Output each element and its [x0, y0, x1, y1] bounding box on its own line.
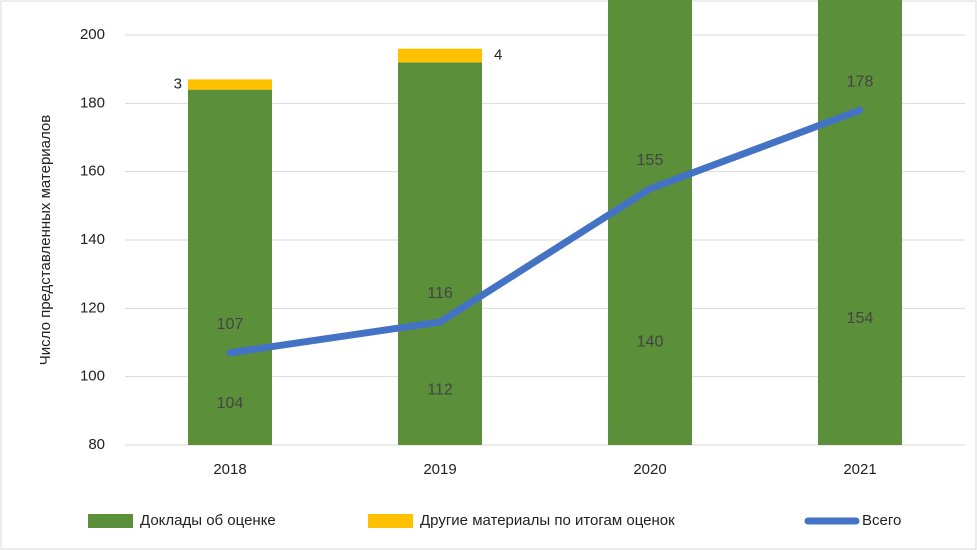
- y-tick-label: 100: [80, 368, 105, 385]
- legend-label: Другие материалы по итогам оценок: [420, 512, 675, 529]
- bar-segment: [608, 0, 692, 446]
- bar-segment: [398, 48, 482, 63]
- bar-segment: [398, 62, 482, 445]
- data-label: 155: [637, 152, 664, 169]
- x-tick-label: 2018: [213, 461, 246, 478]
- y-tick-label: 120: [80, 299, 105, 316]
- x-tick-label: 2019: [423, 461, 456, 478]
- x-tick-label: 2020: [633, 461, 666, 478]
- y-tick-label: 140: [80, 231, 105, 248]
- data-label: 116: [427, 285, 453, 302]
- y-tick-label: 80: [88, 436, 105, 453]
- data-label: 154: [847, 310, 874, 327]
- bar-segment: [188, 79, 272, 90]
- bar-segment: [188, 89, 272, 446]
- data-label: 3: [174, 76, 182, 93]
- data-label: 178: [847, 73, 874, 90]
- data-label: 107: [217, 316, 244, 333]
- line-series: [226, 106, 864, 357]
- legend-label: Всего: [862, 512, 901, 529]
- x-tick-label: 2021: [843, 461, 876, 478]
- y-tick-label: 200: [80, 26, 105, 43]
- legend-label: Доклады об оценке: [140, 512, 276, 529]
- bar-segment: [818, 0, 902, 446]
- data-label: 112: [427, 382, 453, 399]
- data-label: 4: [494, 46, 502, 63]
- data-label: 104: [217, 395, 244, 412]
- data-label: 140: [637, 334, 664, 351]
- legend-swatch: [88, 514, 133, 528]
- y-axis-title: Число представленных материалов: [37, 115, 54, 366]
- legend-swatch: [368, 514, 413, 528]
- y-tick-label: 180: [80, 94, 105, 111]
- y-tick-label: 160: [80, 163, 105, 180]
